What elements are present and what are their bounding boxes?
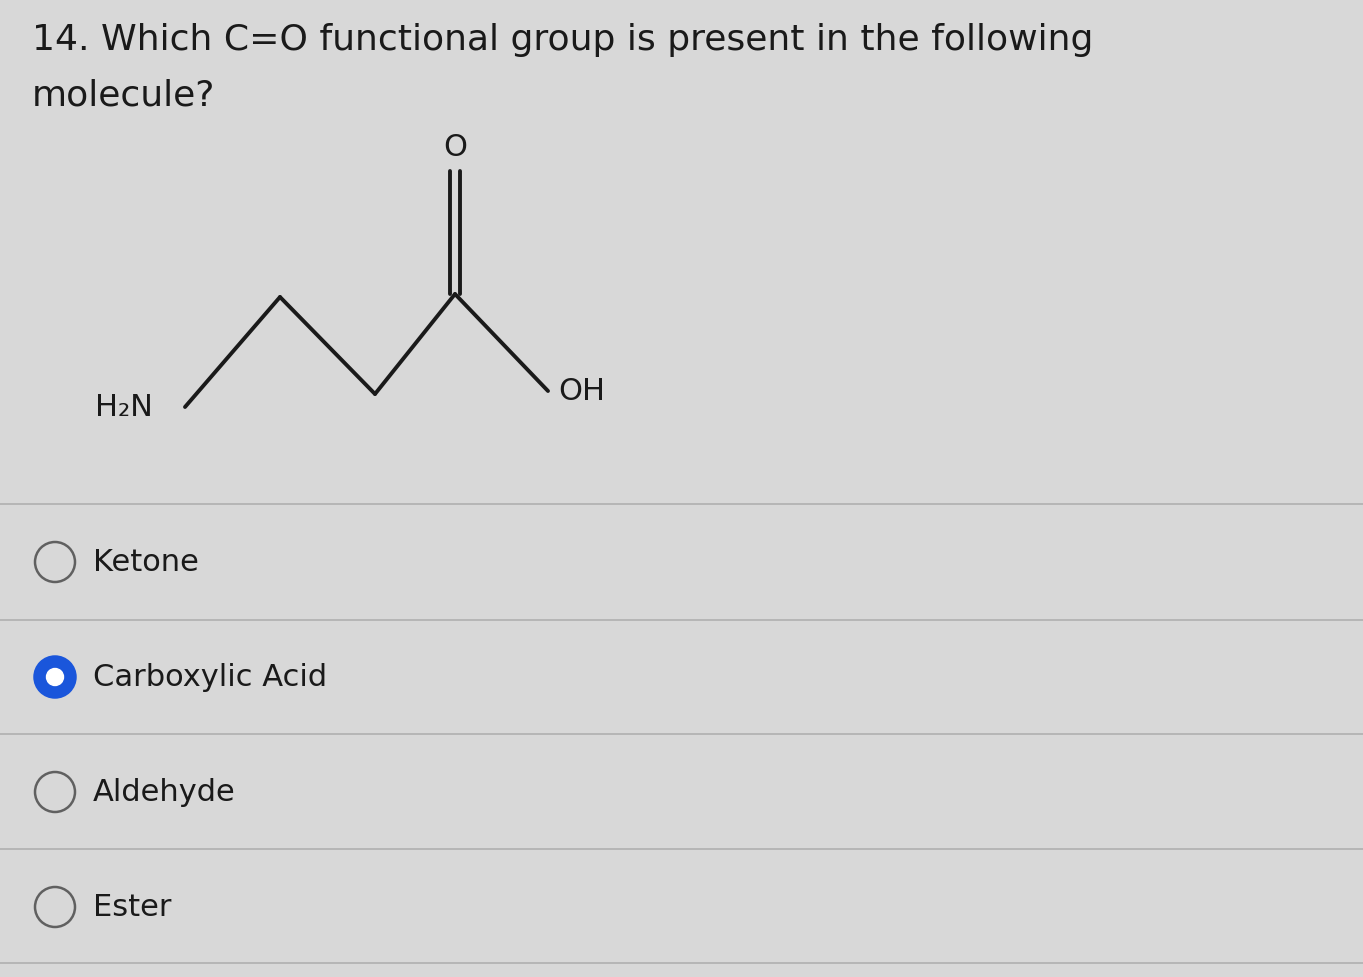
Text: Carboxylic Acid: Carboxylic Acid [93, 662, 327, 692]
Text: Aldehyde: Aldehyde [93, 778, 236, 807]
Text: OH: OH [557, 377, 605, 406]
Circle shape [46, 669, 64, 686]
Text: H₂N: H₂N [95, 393, 153, 422]
Text: O: O [443, 133, 468, 162]
Text: molecule?: molecule? [31, 78, 215, 112]
Text: Ester: Ester [93, 893, 172, 921]
Text: Ketone: Ketone [93, 548, 199, 576]
Text: 14. Which C=O functional group is present in the following: 14. Which C=O functional group is presen… [31, 23, 1093, 57]
Circle shape [35, 658, 75, 698]
